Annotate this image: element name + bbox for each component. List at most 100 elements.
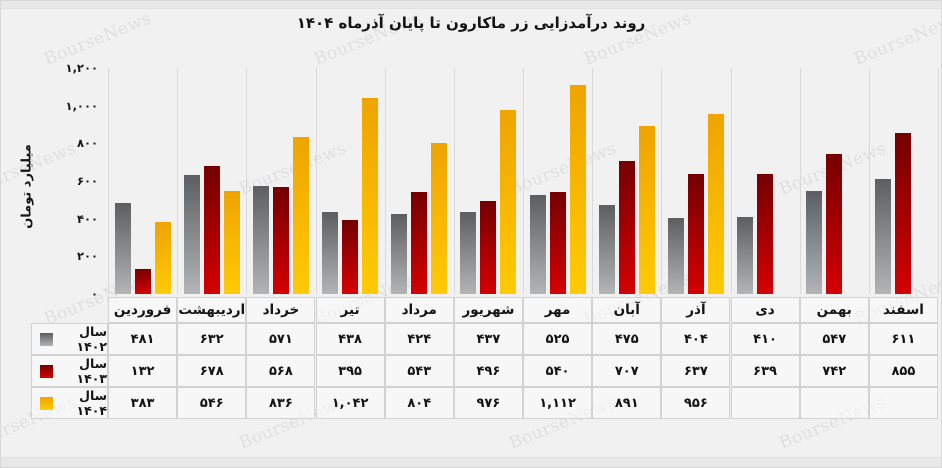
month-header-مرداد: مرداد (384, 297, 454, 323)
value-cell: ۴۸۱ (108, 323, 178, 355)
bar-سال-۱۴۰۲-تیر (322, 211, 339, 294)
bar-سال-۱۴۰۳-مهر (549, 192, 566, 294)
legend-cell: سال ۱۴۰۴ (31, 387, 108, 419)
month-header-فروردین: فروردین (108, 297, 178, 323)
y-tick-label: ۰ (90, 287, 98, 301)
value-cell: ۵۴۶ (177, 387, 247, 419)
legend-cell: سال ۱۴۰۳ (31, 355, 108, 387)
value-cell: ۴۷۵ (592, 323, 662, 355)
value-cell: ۴۳۷ (453, 323, 523, 355)
vertical-gridline (246, 68, 248, 294)
bar-سال-۱۴۰۴-فروردین (154, 221, 171, 294)
bottom-frame-strip (1, 457, 941, 467)
bar-سال-۱۴۰۲-مهر (529, 195, 546, 294)
bar-سال-۱۴۰۳-مرداد (411, 191, 428, 294)
bar-سال-۱۴۰۳-خرداد (272, 187, 289, 294)
bar-سال-۱۴۰۴-خرداد (292, 136, 309, 294)
value-cell: ۴۹۶ (453, 355, 523, 387)
bar-سال-۱۴۰۲-بهمن (806, 190, 823, 294)
bar-سال-۱۴۰۴-مرداد (431, 142, 448, 294)
bar-سال-۱۴۰۲-خرداد (252, 186, 269, 294)
month-header-دی: دی (730, 297, 800, 323)
bar-سال-۱۴۰۲-شهریور (460, 211, 477, 294)
bar-سال-۱۴۰۳-دی (757, 173, 774, 294)
value-cell: ۶۳۷ (661, 355, 731, 387)
value-cell: ۵۶۸ (246, 355, 316, 387)
value-cell: ۸۹۱ (592, 387, 662, 419)
y-tick-label: ۲۰۰ (76, 249, 98, 264)
value-cell: ۱,۱۱۲ (523, 387, 593, 419)
vertical-gridline (592, 68, 594, 294)
bar-سال-۱۴۰۴-آذر (707, 113, 724, 294)
value-cell: ۴۲۴ (384, 323, 454, 355)
y-tick-label: ۸۰۰ (76, 136, 98, 151)
value-cell (730, 387, 800, 419)
legend-cell: سال ۱۴۰۲ (31, 323, 108, 355)
value-cell: ۶۱۱ (868, 323, 938, 355)
value-cell: ۴۰۴ (661, 323, 731, 355)
month-header-اردیبهشت: اردیبهشت (177, 297, 247, 323)
value-cell (799, 387, 869, 419)
value-cell: ۳۹۵ (315, 355, 385, 387)
value-cell: ۹۷۶ (453, 387, 523, 419)
vertical-gridline (938, 68, 939, 294)
month-header-مهر: مهر (523, 297, 593, 323)
bar-سال-۱۴۰۳-شهریور (480, 200, 497, 294)
value-cell: ۴۳۸ (315, 323, 385, 355)
value-cell: ۶۷۸ (177, 355, 247, 387)
legend-swatch (40, 364, 53, 378)
value-cell: ۵۴۷ (799, 323, 869, 355)
bar-سال-۱۴۰۳-فروردین (134, 269, 151, 294)
month-header-شهریور: شهریور (453, 297, 523, 323)
value-cell: ۶۳۲ (177, 323, 247, 355)
legend-swatch (40, 396, 53, 410)
vertical-gridline (868, 68, 870, 294)
plot-area (108, 68, 939, 294)
vertical-gridline (661, 68, 663, 294)
vertical-gridline (315, 68, 317, 294)
bar-سال-۱۴۰۴-شهریور (500, 110, 517, 294)
y-tick-label: ۶۰۰ (76, 174, 98, 188)
bar-سال-۱۴۰۴-آبان (638, 126, 655, 294)
bar-سال-۱۴۰۳-اسفند (895, 132, 912, 294)
value-cell: ۵۲۵ (523, 323, 593, 355)
month-header-آبان: آبان (592, 297, 662, 323)
bar-سال-۱۴۰۳-آبان (618, 160, 635, 294)
legend-label: سال ۱۴۰۳ (76, 356, 107, 386)
value-cell: ۱,۰۴۲ (315, 387, 385, 419)
month-header-آذر: آذر (661, 297, 731, 323)
legend-swatch (40, 332, 53, 346)
value-cell: ۸۰۴ (384, 387, 454, 419)
bar-سال-۱۴۰۳-اردیبهشت (203, 166, 220, 294)
value-cell: ۴۱۰ (730, 323, 800, 355)
y-tick-label: ۱,۲۰۰ (65, 61, 98, 75)
vertical-gridline (108, 68, 109, 294)
vertical-gridline (453, 68, 455, 294)
bar-سال-۱۴۰۲-مرداد (391, 214, 408, 294)
month-header-اسفند: اسفند (868, 297, 938, 323)
month-header-تیر: تیر (315, 297, 385, 323)
y-tick-label: ۱,۰۰۰ (65, 98, 98, 113)
legend-label: سال ۱۴۰۴ (76, 388, 107, 418)
bar-سال-۱۴۰۳-تیر (342, 219, 359, 294)
value-cell (868, 387, 938, 419)
value-cell: ۵۷۱ (246, 323, 316, 355)
value-cell: ۳۸۳ (108, 387, 178, 419)
y-tick-label: ۴۰۰ (76, 211, 98, 226)
value-cell: ۷۰۷ (592, 355, 662, 387)
bar-سال-۱۴۰۲-آبان (598, 204, 615, 294)
vertical-gridline (177, 68, 179, 294)
value-cell: ۸۳۶ (246, 387, 316, 419)
vertical-gridline (799, 68, 801, 294)
value-cell: ۷۴۲ (799, 355, 869, 387)
vertical-gridline (384, 68, 386, 294)
month-header-خرداد: خرداد (246, 297, 316, 323)
chart-title: روند درآمدزایی زر ماکارون تا پایان آذرما… (296, 14, 646, 32)
value-cell: ۸۵۵ (868, 355, 938, 387)
bar-سال-۱۴۰۲-اردیبهشت (183, 174, 200, 294)
month-header-بهمن: بهمن (799, 297, 869, 323)
bar-سال-۱۴۰۳-آذر (687, 174, 704, 294)
value-cell: ۱۳۲ (108, 355, 178, 387)
legend-label: سال ۱۴۰۲ (76, 324, 107, 354)
